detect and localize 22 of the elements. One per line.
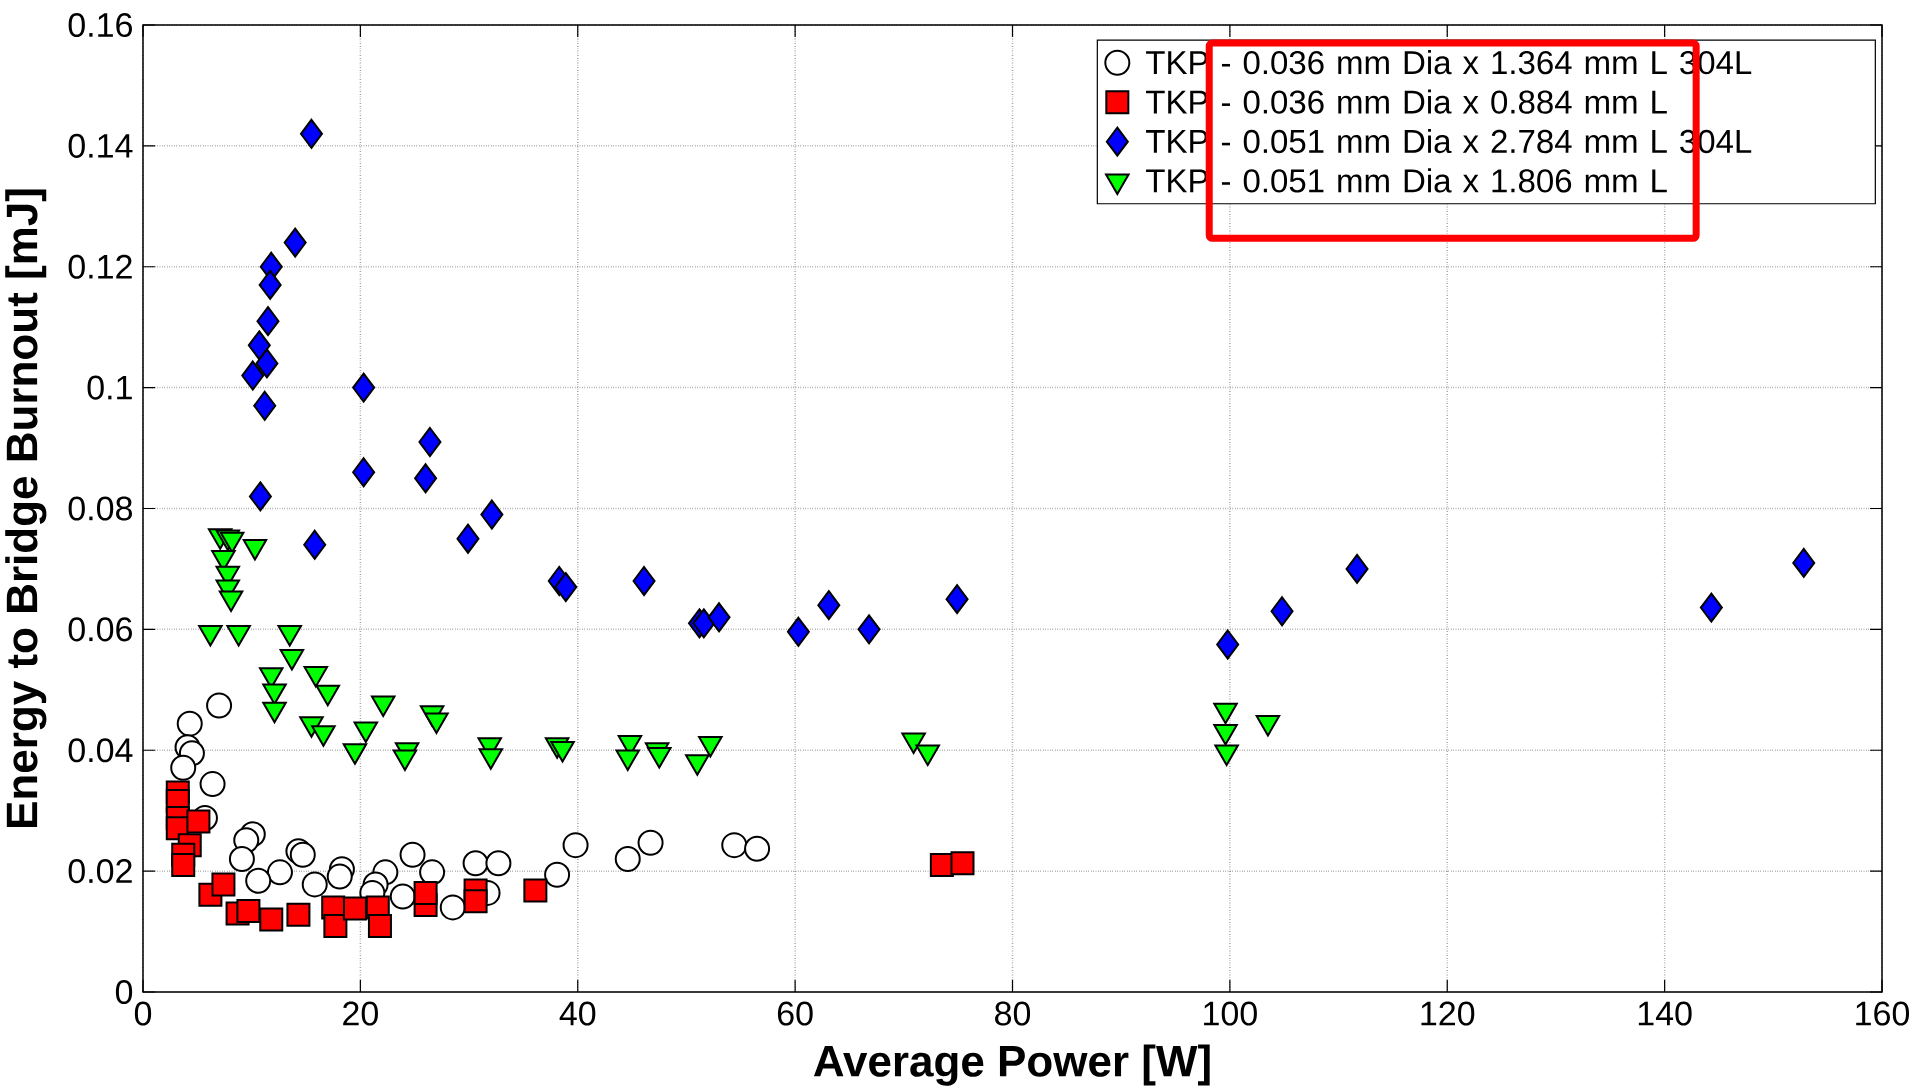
x-tick-label: 120 <box>1421 1001 1475 1026</box>
x-tick-label: 140 <box>1638 1001 1692 1026</box>
y-tick-label: 0.14 <box>68 133 133 158</box>
x-tick-label: 60 <box>777 1001 813 1026</box>
y-tick-label: 0.1 <box>87 375 132 400</box>
y-tick-label: 0.04 <box>68 738 133 763</box>
y-tick-label: 0 <box>115 979 133 1005</box>
legend-label: TKP - 0.051 mm Dia x 1.806 mm L <box>1146 168 1667 193</box>
y-tick-label: 0.02 <box>68 859 132 884</box>
x-tick-label: 0 <box>134 1001 152 1026</box>
x-tick-label: 40 <box>559 1001 596 1026</box>
y-tick-label: 0.12 <box>68 254 132 279</box>
legend-label: TKP - 0.036 mm Dia x 0.884 mm L <box>1146 89 1667 114</box>
y-tick-label: 0.08 <box>68 496 132 521</box>
x-tick-label: 80 <box>995 1001 1031 1026</box>
x-tick-label: 160 <box>1856 1001 1910 1026</box>
y-tick-label: 0.06 <box>68 617 132 642</box>
y-tick-label: 0.16 <box>68 12 132 38</box>
x-tick-label: 100 <box>1204 1001 1257 1026</box>
y-axis-title: Energy to Bridge Burnout [mJ] <box>5 189 47 827</box>
x-tick-label: 20 <box>343 1001 378 1026</box>
x-axis-title: Average Power [W] <box>813 1044 1210 1086</box>
